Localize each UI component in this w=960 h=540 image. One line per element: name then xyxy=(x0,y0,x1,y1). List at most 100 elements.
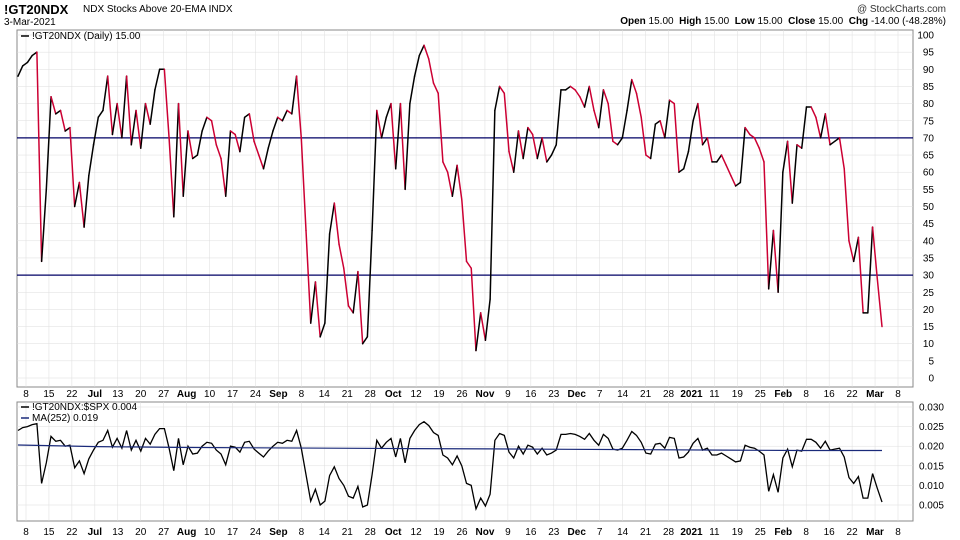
main-series-segment xyxy=(701,137,709,146)
ratio-x-tick-label: 14 xyxy=(319,527,331,538)
ratio-x-tick-label: 26 xyxy=(456,527,468,538)
main-y-tick-label: 15 xyxy=(923,322,935,333)
main-series-segment xyxy=(645,154,652,160)
main-y-tick-label: 60 xyxy=(923,168,935,179)
main-series-segment xyxy=(763,161,770,290)
main-series-segment xyxy=(829,140,836,146)
main-x-tick-label: Dec xyxy=(568,389,587,400)
ratio-x-tick-label: 2021 xyxy=(680,527,703,538)
main-x-tick-label: 19 xyxy=(732,389,744,400)
main-y-tick-label: 5 xyxy=(928,356,934,367)
main-x-tick-label: 22 xyxy=(847,389,859,400)
main-series-segment xyxy=(621,109,628,139)
ratio-x-tick-label: 10 xyxy=(204,527,216,538)
main-series-segment xyxy=(527,126,534,136)
main-x-tick-label: 14 xyxy=(319,389,331,400)
main-x-tick-label: 8 xyxy=(23,389,29,400)
main-series-segment xyxy=(697,102,704,146)
chart-date: 3-Mar-2021 xyxy=(4,17,56,28)
main-series-segment xyxy=(659,120,666,139)
main-series-segment xyxy=(810,106,817,119)
main-series-segment xyxy=(626,78,633,112)
main-series-segment xyxy=(786,140,794,204)
main-series-segment xyxy=(385,102,392,119)
ratio-x-tick-label: 15 xyxy=(43,527,55,538)
main-series-segment xyxy=(631,78,638,95)
main-x-tick-label: 27 xyxy=(158,389,170,400)
main-series-segment xyxy=(125,75,133,146)
main-series-segment xyxy=(824,113,831,146)
ratio-x-tick-label: 16 xyxy=(525,527,537,538)
main-series-segment xyxy=(758,147,765,163)
main-series-segment xyxy=(262,147,269,170)
main-series-segment xyxy=(116,102,123,139)
main-series-segment xyxy=(314,281,321,338)
main-series-segment xyxy=(300,137,307,232)
main-series-segment xyxy=(428,58,435,84)
main-x-tick-label: 8 xyxy=(299,389,305,400)
main-y-tick-label: 50 xyxy=(923,202,935,213)
ratio-x-tick-label: 23 xyxy=(548,527,560,538)
main-series-segment xyxy=(800,106,808,149)
main-series-segment xyxy=(753,137,760,149)
main-x-tick-label: 20 xyxy=(135,389,147,400)
main-series-segment xyxy=(149,89,156,125)
main-series-segment xyxy=(555,89,562,146)
main-series-segment xyxy=(536,137,543,160)
main-series-segment xyxy=(550,144,557,156)
main-series-segment xyxy=(64,126,71,132)
main-series-segment xyxy=(253,140,260,156)
main-x-tick-label: 24 xyxy=(250,389,262,400)
main-x-tick-label: 10 xyxy=(204,389,216,400)
main-x-tick-label: 9 xyxy=(505,389,511,400)
main-series-segment xyxy=(484,298,491,342)
copyright-text: @ StockCharts.com xyxy=(856,4,946,15)
main-x-tick-label: 22 xyxy=(66,389,78,400)
main-series-segment xyxy=(597,89,605,129)
main-y-tick-label: 90 xyxy=(923,65,935,76)
main-y-tick-label: 55 xyxy=(923,185,935,196)
main-y-tick-label: 85 xyxy=(923,82,935,93)
main-series-segment xyxy=(220,157,227,197)
main-series-segment xyxy=(706,137,713,163)
main-series-segment xyxy=(612,140,619,146)
main-series-segment xyxy=(173,102,180,218)
main-series-segment xyxy=(791,144,798,204)
main-series-segment xyxy=(616,137,624,146)
main-x-tick-label: 11 xyxy=(709,389,720,400)
ratio-x-tick-label: 17 xyxy=(227,527,239,538)
main-series-segment xyxy=(163,68,170,139)
main-series-segment xyxy=(635,92,642,119)
main-y-tick-label: 70 xyxy=(923,133,935,144)
main-series-segment xyxy=(772,229,779,293)
main-series-segment xyxy=(121,75,128,139)
main-series-segment xyxy=(588,85,595,112)
ratio-x-tick-label: Mar xyxy=(866,527,884,538)
main-series-segment xyxy=(111,102,118,136)
main-series-segment xyxy=(777,171,784,293)
main-y-tick-label: 80 xyxy=(923,99,935,110)
main-series-segment xyxy=(328,202,336,235)
main-series-segment xyxy=(140,102,147,149)
main-series-segment xyxy=(432,82,439,95)
main-series-segment xyxy=(451,164,458,197)
main-series-segment xyxy=(437,92,444,163)
main-series-segment xyxy=(243,113,251,119)
main-series-segment xyxy=(196,130,203,156)
main-y-tick-label: 40 xyxy=(923,236,935,247)
main-series-segment xyxy=(92,116,100,146)
main-series-segment xyxy=(517,130,524,160)
main-x-tick-label: 7 xyxy=(597,389,603,400)
main-x-tick-label: 19 xyxy=(433,389,445,400)
main-series-segment xyxy=(399,102,406,191)
main-series-segment xyxy=(782,140,789,173)
main-series-segment xyxy=(569,85,576,91)
main-x-tick-label: 25 xyxy=(755,389,767,400)
main-panel-frame xyxy=(16,29,914,388)
main-series-segment xyxy=(583,85,591,108)
main-series-segment xyxy=(413,54,421,77)
low-label: Low xyxy=(734,16,755,27)
main-series-segment xyxy=(716,154,723,163)
ohlc-readout: Open 15.00 High 15.00 Low 15.00 Close 15… xyxy=(620,16,946,27)
